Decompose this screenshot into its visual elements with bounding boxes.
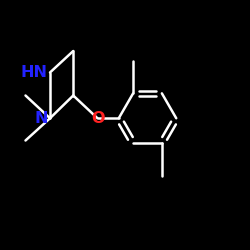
Text: O: O: [91, 111, 104, 126]
Text: N: N: [34, 111, 48, 126]
Text: HN: HN: [21, 65, 48, 80]
